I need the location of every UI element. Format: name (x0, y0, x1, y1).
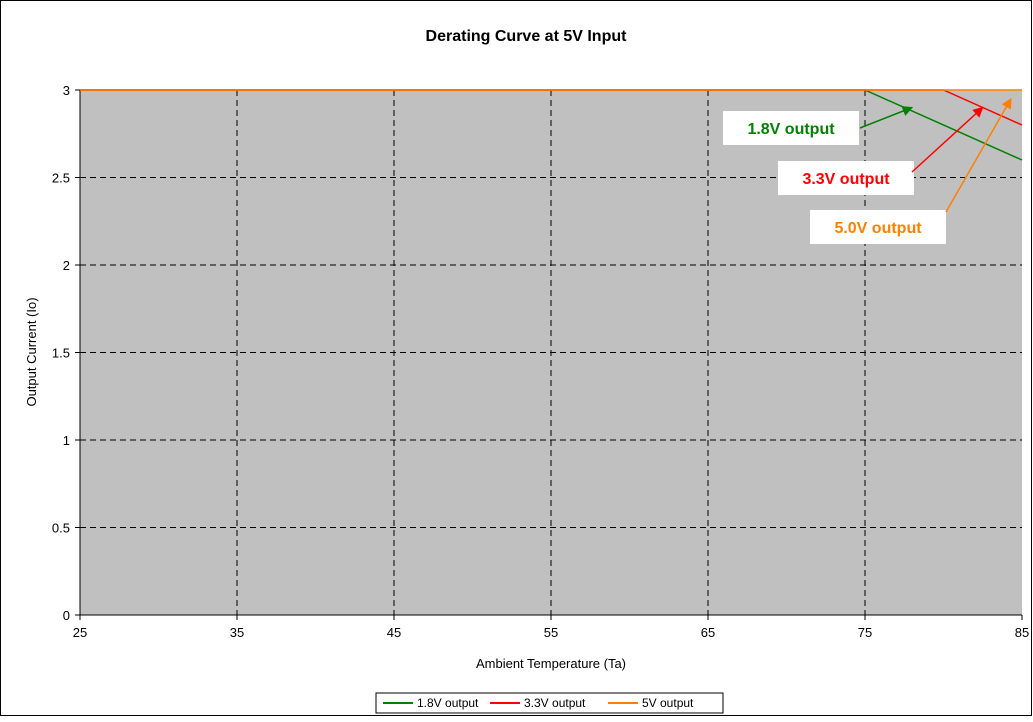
annotation-label: 3.3V output (802, 171, 890, 188)
y-tick-label: 0 (63, 608, 70, 623)
x-tick-label: 75 (858, 625, 872, 640)
annotation-label: 5.0V output (834, 220, 922, 237)
y-tick-label: 1.5 (52, 346, 70, 361)
y-tick-label: 0.5 (52, 521, 70, 536)
x-tick-label: 25 (73, 625, 87, 640)
chart-title: Derating Curve at 5V Input (426, 28, 628, 45)
annotations: 1.8V output 3.3V output 5.0V output (723, 97, 1012, 244)
x-tick-label: 55 (544, 625, 558, 640)
x-tick-label: 35 (230, 625, 244, 640)
y-tick-label: 2.5 (52, 171, 70, 186)
annotation-arrow (911, 106, 984, 173)
x-tick-label: 85 (1015, 625, 1029, 640)
x-tick-label: 65 (701, 625, 715, 640)
legend: 1.8V output 3.3V output 5V output (375, 692, 724, 714)
y-tick-label: 1 (63, 433, 70, 448)
annotation-box (810, 210, 946, 244)
y-axis-label: Output Current (Io) (24, 297, 39, 406)
axes: 25 35 45 55 65 75 85 0 0.5 1 1.5 2 2.5 3 (52, 83, 1029, 640)
legend-entry: 1.8V output (417, 696, 479, 710)
legend-entry: 5V output (642, 696, 694, 710)
x-axis-label: Ambient Temperature (Ta) (476, 656, 626, 671)
legend-entry: 3.3V output (524, 696, 586, 710)
annotation-arrow (859, 106, 914, 129)
annotation-label: 1.8V output (747, 121, 835, 138)
y-tick-label: 3 (63, 83, 70, 98)
annotation-box (778, 161, 914, 195)
legend-box (375, 692, 724, 714)
annotation-arrow (945, 97, 1012, 213)
y-tick-label: 2 (63, 258, 70, 273)
series-lines (80, 89, 1023, 161)
annotation-box (723, 111, 859, 145)
x-tick-label: 45 (387, 625, 401, 640)
